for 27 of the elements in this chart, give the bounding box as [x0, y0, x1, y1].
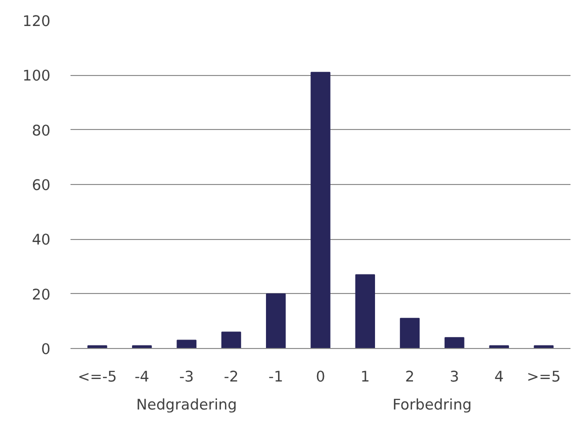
text: Nedgradering	[136, 396, 237, 414]
x-tick-label: >=5	[526, 368, 561, 386]
y-tick-label: 80	[32, 122, 51, 140]
y-tick-label: 120	[22, 13, 51, 30]
x-tick-label: 0	[316, 368, 326, 386]
x-tick-label: 1	[360, 368, 370, 386]
bar	[310, 72, 330, 348]
x-tick-label: -4	[134, 368, 150, 386]
x-tick-label: -1	[268, 368, 284, 386]
y-tick-label: 0	[41, 341, 51, 358]
bar	[355, 274, 376, 348]
x-tick-label: 3	[450, 368, 460, 386]
bar	[176, 340, 196, 348]
y-tick-label: 100	[22, 68, 51, 85]
x-tick-label: <=-5	[78, 368, 117, 386]
x-tick-label: 2	[405, 368, 414, 386]
y-tick-label: 40	[32, 232, 51, 249]
y-tick-label: 20	[32, 286, 51, 304]
x-tick-label: -2	[224, 368, 239, 386]
x-tick-label: -3	[179, 368, 194, 386]
y-tick-label: 60	[32, 177, 51, 194]
text: Forbedring	[392, 396, 472, 414]
bar	[400, 318, 420, 348]
bar	[266, 293, 286, 348]
x-tick-label: 4	[494, 368, 504, 386]
bar	[444, 337, 464, 348]
bar	[221, 332, 242, 348]
